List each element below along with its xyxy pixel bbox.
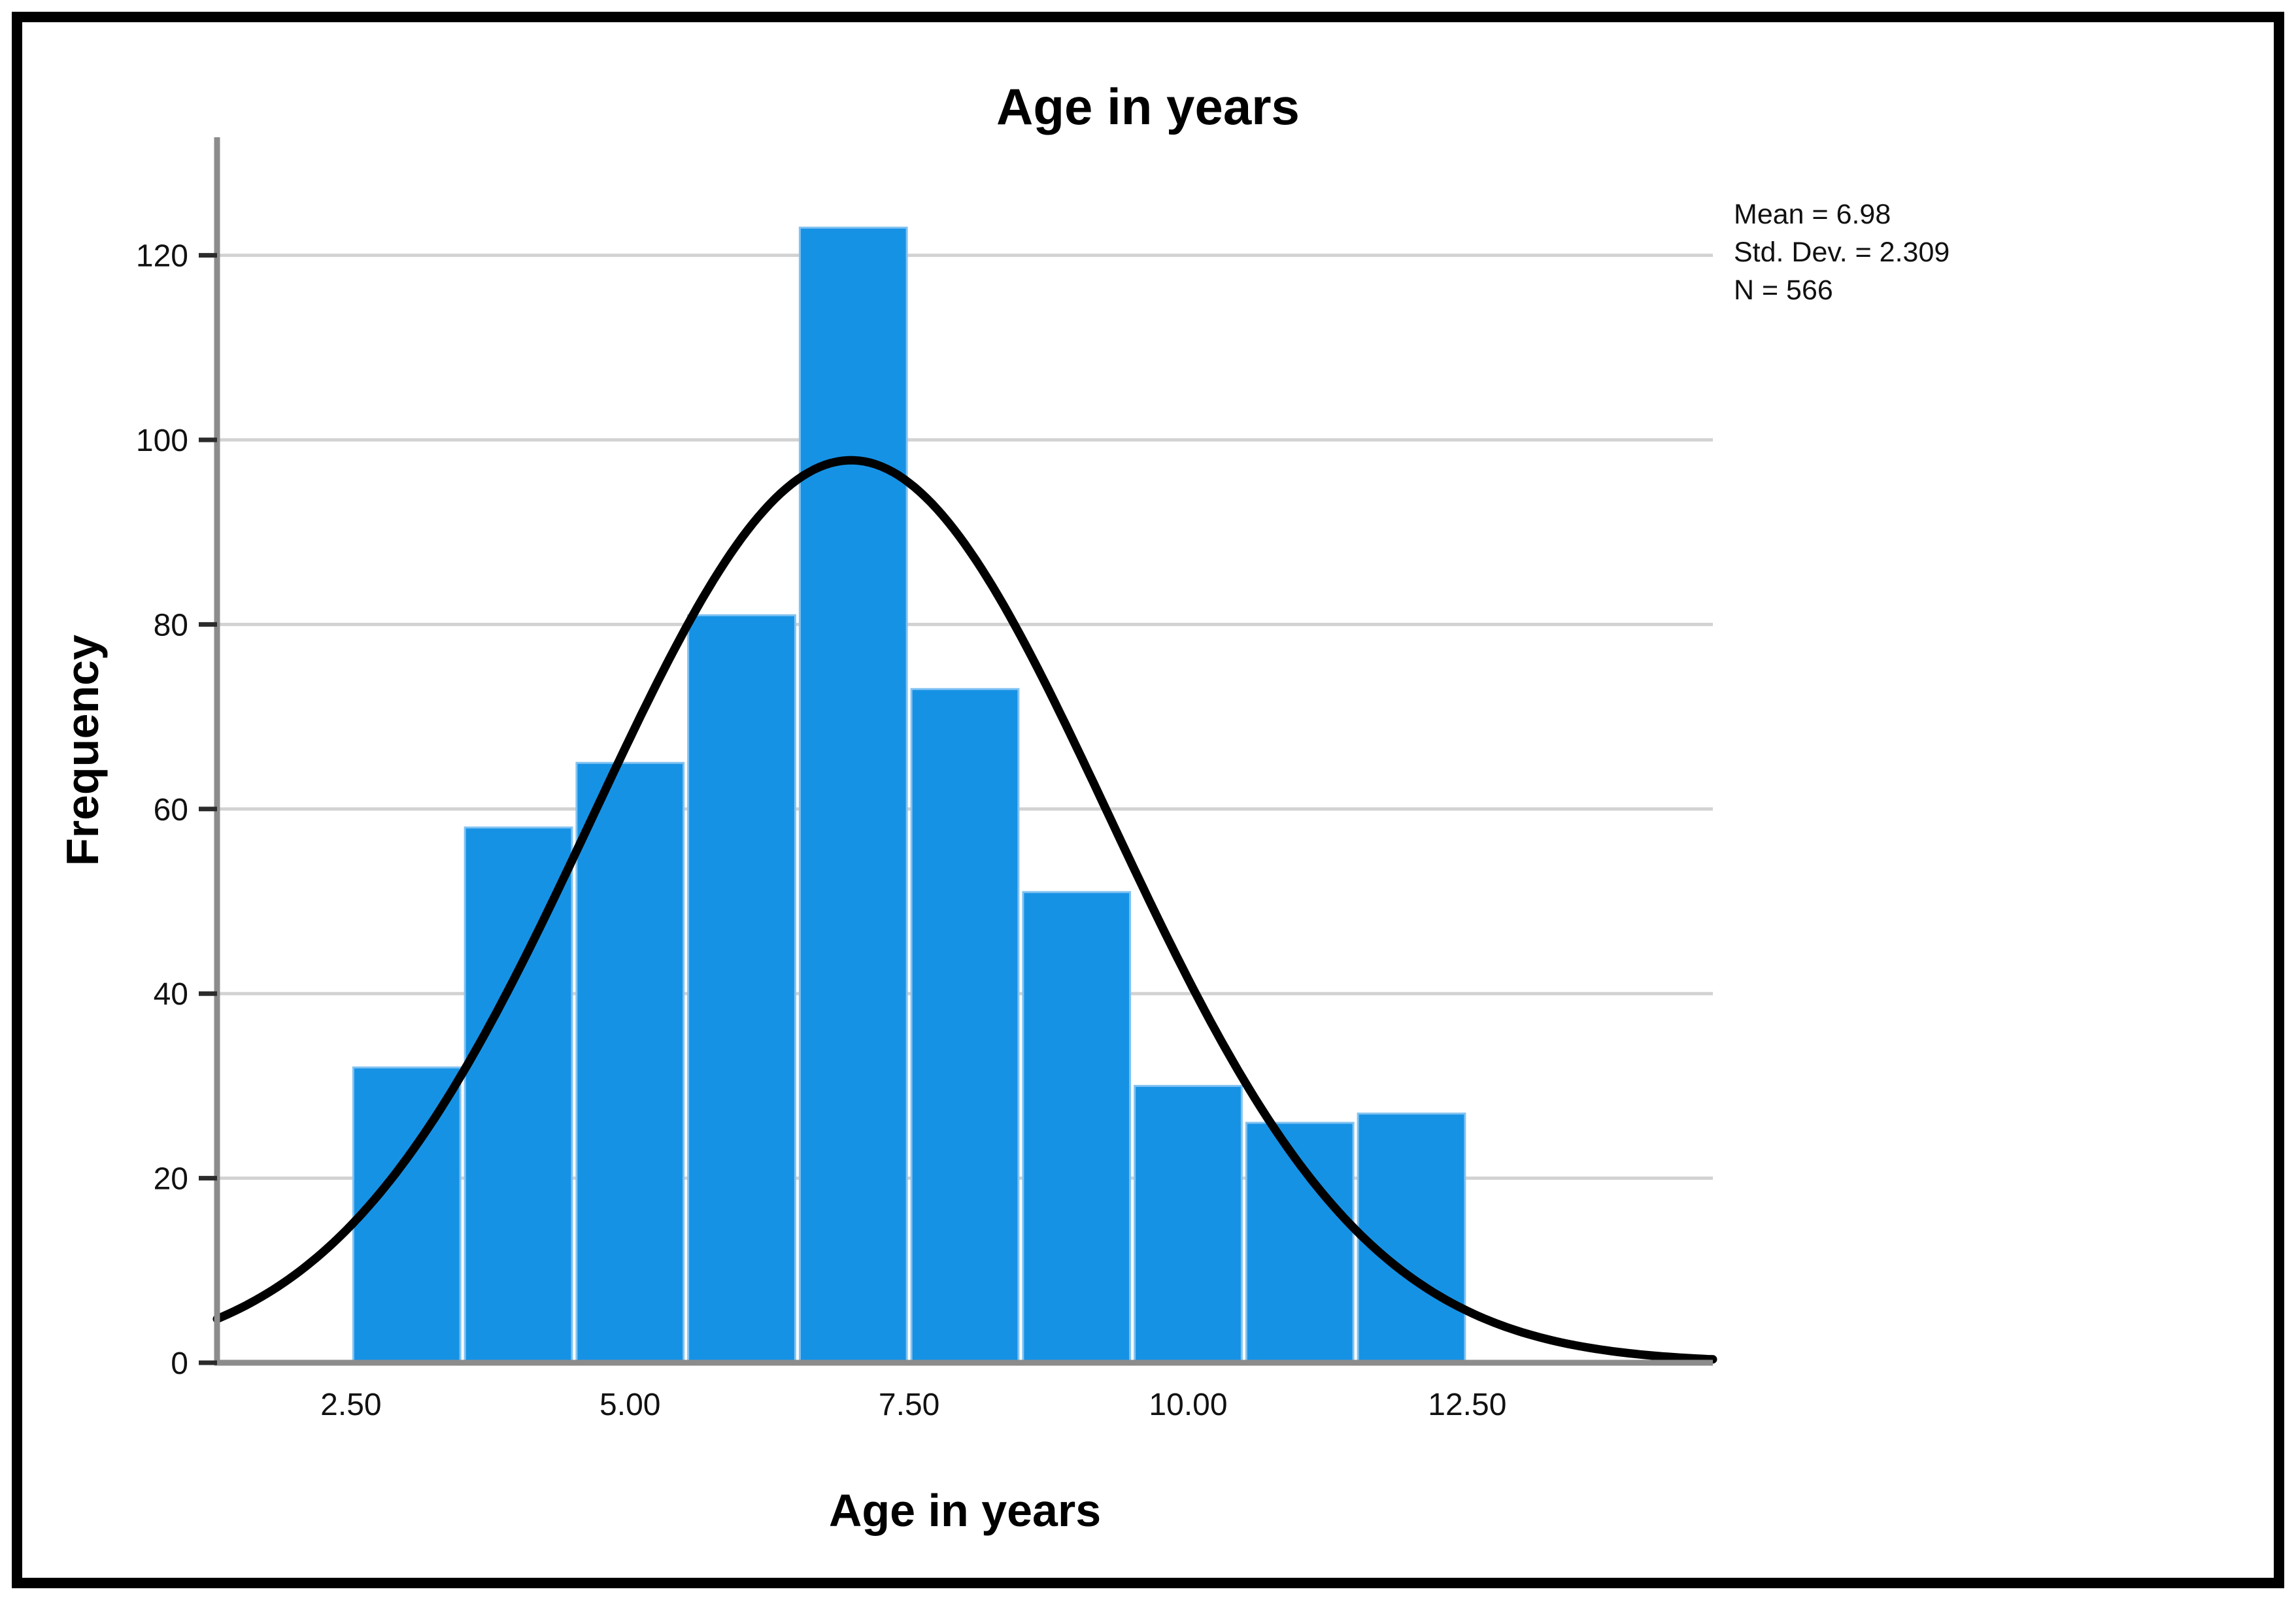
x-tick-label-12.50: 12.50 [1428,1388,1506,1422]
histogram-bar-6 [687,614,796,1364]
histogram-bar-12 [1357,1112,1466,1364]
y-tick-label-20: 20 [154,1162,188,1197]
histogram-bar-4 [464,826,573,1364]
stats-box: Mean = 6.98 Std. Dev. = 2.309 N = 566 [1734,199,1950,306]
histogram-bar-7 [798,226,908,1364]
x-tick-label-2.50: 2.50 [320,1388,381,1422]
histogram-bar-5 [575,761,685,1364]
normal-curve [212,456,1717,1364]
histogram-bar-8 [910,688,1020,1364]
y-axis-title: Frequency [57,635,108,866]
y-axis-ticks-group [199,253,217,1365]
x-tick-label-7.50: 7.50 [879,1388,939,1422]
stats-n: N = 566 [1734,275,1833,306]
x-tick-label-10.00: 10.00 [1149,1388,1227,1422]
histogram-bar-10 [1134,1084,1243,1364]
histogram-bars-group [352,226,1466,1364]
x-axis-title: Age in years [829,1485,1101,1536]
y-tick-label-120: 120 [136,239,188,274]
x-tick-label-5.00: 5.00 [599,1388,660,1422]
y-tick-label-60: 60 [154,793,188,827]
figure-border-frame [12,12,2284,1588]
y-tick-label-80: 80 [154,608,188,642]
y-tick-label-0: 0 [171,1346,188,1381]
y-axis-tick-labels-group: 0 20 40 60 80 100 120 [136,239,188,1381]
x-axis-tick-labels-group: 2.50 5.00 7.50 10.00 12.50 [320,1388,1506,1422]
histogram-bar-3 [352,1066,462,1364]
stats-mean: Mean = 6.98 [1734,199,1891,230]
histogram-bar-9 [1022,891,1132,1364]
y-tick-label-100: 100 [136,424,188,458]
stats-std-dev: Std. Dev. = 2.309 [1734,237,1950,268]
chart-title: Age in years [996,78,1300,135]
y-tick-label-40: 40 [154,977,188,1012]
axes-group [214,137,1713,1366]
